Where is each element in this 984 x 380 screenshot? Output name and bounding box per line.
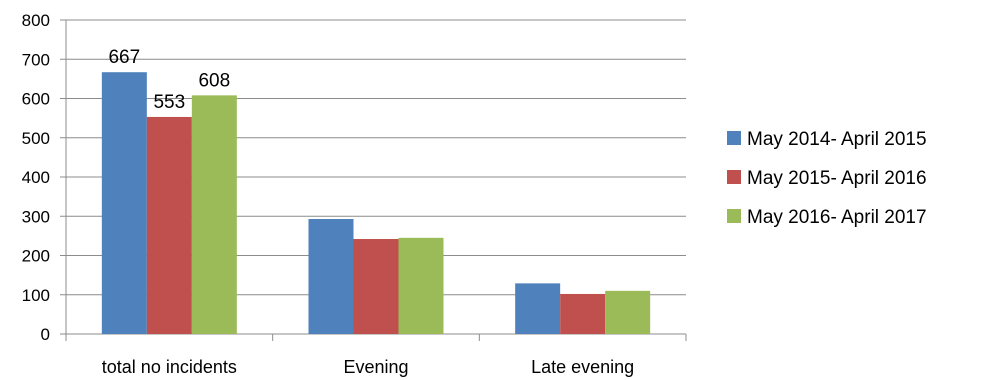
- y-tick-label: 200: [22, 247, 50, 266]
- y-tick-label: 100: [22, 286, 50, 305]
- legend-swatch: [727, 131, 741, 145]
- bar-2-0: [515, 283, 561, 334]
- y-tick-label: 300: [22, 207, 50, 226]
- legend-label: May 2014- April 2015: [747, 129, 927, 150]
- x-axis: total no incidents Evening Late evening: [65, 333, 687, 377]
- bar-0-1: [146, 116, 192, 334]
- bars: [101, 72, 651, 334]
- y-tick-label: 0: [41, 325, 50, 344]
- bar-1-1: [353, 239, 399, 334]
- category-label: total no incidents: [102, 357, 237, 377]
- y-axis: 0 100 200 300 400 500 600 700 800: [22, 11, 67, 344]
- data-labels: 667 553 608: [108, 47, 230, 113]
- bar-2-1: [560, 293, 606, 334]
- data-label: 553: [153, 92, 185, 113]
- bar-1-0: [308, 218, 354, 334]
- y-tick-label: 800: [22, 11, 50, 30]
- category-label: Evening: [343, 357, 408, 377]
- data-label: 667: [108, 47, 140, 68]
- y-tick-label: 600: [22, 90, 50, 109]
- y-tick-label: 500: [22, 129, 50, 148]
- bar-0-2: [191, 95, 237, 334]
- legend-swatch: [727, 170, 741, 184]
- legend: May 2014- April 2015 May 2015- April 2016…: [727, 129, 927, 228]
- bar-0-0: [101, 72, 147, 334]
- legend-swatch: [727, 209, 741, 223]
- y-tick-label: 700: [22, 50, 50, 69]
- bar-1-2: [398, 237, 444, 334]
- legend-label: May 2015- April 2016: [747, 168, 927, 189]
- data-label: 608: [198, 70, 230, 91]
- bar-2-2: [605, 290, 651, 334]
- legend-label: May 2016- April 2017: [747, 207, 927, 228]
- y-tick-label: 400: [22, 168, 50, 187]
- category-label: Late evening: [531, 357, 634, 377]
